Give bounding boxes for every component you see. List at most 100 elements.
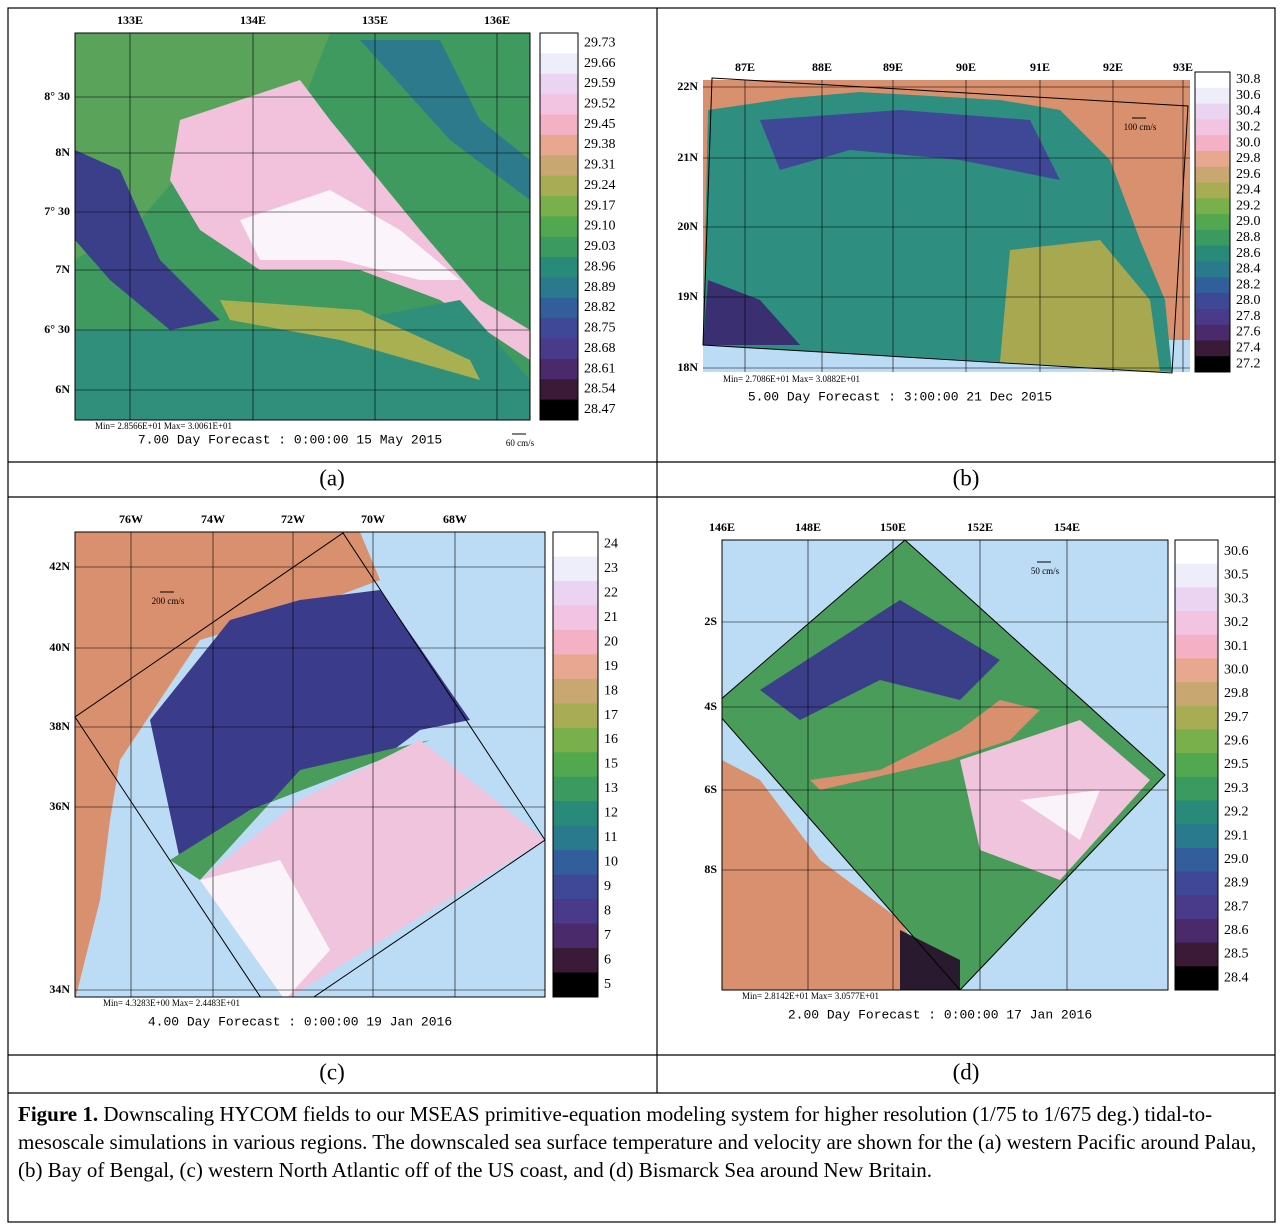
colorbar-swatch [540,155,578,176]
y-axis-label: 22N [677,79,698,93]
colorbar-swatch [540,257,578,278]
colorbar-swatch [540,33,578,54]
colorbar-swatch [1175,611,1218,635]
colorbar-label: 30.8 [1236,72,1261,87]
colorbar-label: 30.2 [1224,615,1249,630]
colorbar-label: 28.82 [584,300,616,315]
scale-label: 100 cm/s [1124,122,1157,132]
colorbar-label: 28.68 [584,341,616,356]
x-axis-label: 133E [117,13,143,27]
colorbar-swatch [540,74,578,95]
colorbar-swatch [553,581,598,606]
colorbar-label: 29.2 [1236,198,1261,213]
colorbar-label: 30.6 [1236,88,1261,103]
colorbar-label: 23 [604,561,618,576]
colorbar-label: 27.8 [1236,309,1261,324]
colorbar-label: 6 [604,953,611,968]
x-axis-label: 146E [709,520,735,534]
y-axis-label: 8S [704,862,717,876]
panel-label: (a) [319,465,345,490]
colorbar-label: 5 [604,977,611,992]
colorbar-label: 28.6 [1224,923,1249,938]
colorbar-label: 24 [604,536,618,551]
colorbar-swatch [1175,848,1218,872]
stats: Min= 2.8566E+01 Max= 3.0061E+01 [95,421,232,431]
y-axis-label: 8N [55,145,70,159]
colorbar-swatch [1175,635,1218,659]
colorbar-swatch [540,53,578,74]
colorbar-label: 30.1 [1224,639,1249,654]
colorbar-swatch [1195,277,1230,293]
colorbar-label: 28.47 [584,402,616,417]
colorbar-swatch [553,777,598,802]
colorbar-swatch [1195,104,1230,120]
colorbar-label: 29.0 [1236,214,1261,229]
colorbar-swatch [553,605,598,630]
map-c [75,532,545,1022]
y-axis-label: 36N [49,799,70,813]
x-axis-label: 152E [967,520,993,534]
forecast-label: 2.00 Day Forecast : 0:00:00 17 Jan 2016 [788,1007,1092,1022]
colorbar-swatch [1175,540,1218,564]
x-axis-label: 72W [281,512,305,526]
colorbar-swatch [1195,246,1230,262]
colorbar-label: 29.59 [584,76,616,91]
colorbar-label: 29.6 [1236,167,1261,182]
colorbar-label: 16 [604,732,618,747]
colorbar-label: 27.2 [1236,356,1261,371]
colorbar-label: 30.0 [1236,135,1261,150]
colorbar-label: 15 [604,757,618,772]
colorbar-label: 28.54 [584,382,616,397]
colorbar-label: 29.8 [1236,151,1261,166]
y-axis-label: 18N [677,360,698,374]
colorbar-label: 9 [604,879,611,894]
y-axis-label: 2S [704,614,717,628]
colorbar-swatch [1175,824,1218,848]
colorbar-label: 28.2 [1236,277,1261,292]
colorbar-label: 29.03 [584,239,616,254]
x-axis-label: 87E [735,60,755,74]
scale-label: 50 cm/s [1031,566,1060,576]
colorbar-swatch [540,216,578,237]
colorbar-label: 18 [604,683,618,698]
colorbar-swatch [1195,183,1230,199]
colorbar-label: 28.6 [1236,246,1261,261]
panel-label: (c) [319,1059,345,1084]
colorbar-swatch [553,924,598,949]
colorbar-label: 28.0 [1236,293,1261,308]
colorbar-label: 27.6 [1236,325,1261,340]
colorbar-swatch [553,973,598,998]
colorbar-label: 28.75 [584,321,616,336]
colorbar-label: 28.96 [584,259,616,274]
colorbar-swatch [1195,309,1230,325]
colorbar-label: 28.9 [1224,876,1249,891]
scale-label: 200 cm/s [152,596,185,606]
colorbar-swatch [1195,135,1230,151]
y-axis-label: 38N [49,719,70,733]
y-axis-label: 6N [55,382,70,396]
x-axis-label: 74W [201,512,225,526]
colorbar-swatch [1175,753,1218,777]
colorbar-label: 27.4 [1236,341,1261,356]
colorbar-swatch [553,875,598,900]
forecast-label: 7.00 Day Forecast : 0:00:00 15 May 2015 [138,432,442,447]
y-axis-label: 6S [704,782,717,796]
colorbar-label: 29.7 [1224,710,1249,725]
colorbar-swatch [540,114,578,135]
colorbar-swatch [1195,325,1230,341]
colorbar-swatch [553,752,598,777]
x-axis-label: 90E [956,60,976,74]
colorbar-label: 28.5 [1224,947,1249,962]
colorbar-label: 29.52 [584,97,616,112]
x-axis-label: 154E [1054,520,1080,534]
x-axis-label: 68W [443,512,467,526]
figure: 133E134E135E136E8° 308N7° 307N6° 306N29.… [0,0,1283,1230]
colorbar-label: 29.4 [1236,183,1261,198]
colorbar-label: 29.31 [584,158,616,173]
stats: Min= 2.8142E+01 Max= 3.0577E+01 [742,991,879,1001]
colorbar-label: 28.4 [1236,262,1261,277]
colorbar-label: 30.6 [1224,544,1249,559]
colorbar-label: 29.45 [584,117,616,132]
colorbar-label: 29.1 [1224,828,1249,843]
colorbar-swatch [1195,167,1230,183]
